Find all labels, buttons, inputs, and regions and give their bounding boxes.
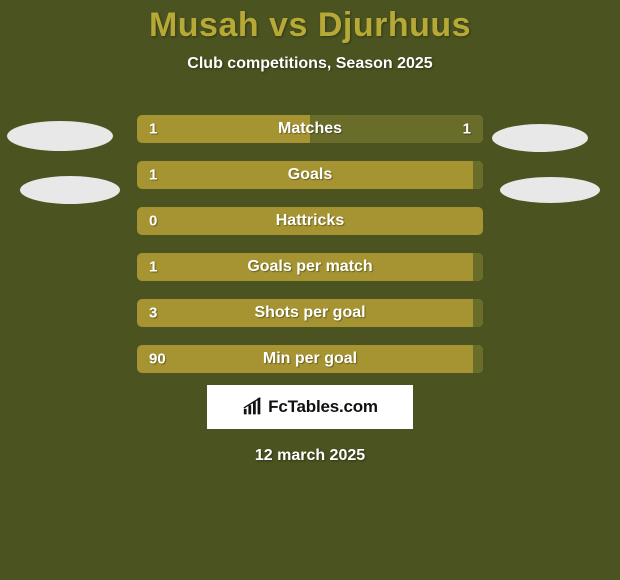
page-subtitle: Club competitions, Season 2025 xyxy=(0,55,620,73)
stat-bar-right-fill xyxy=(473,299,483,327)
stat-bar-right-fill xyxy=(473,253,483,281)
stat-left-value: 1 xyxy=(149,167,157,184)
stat-label: Shots per goal xyxy=(254,304,365,322)
stat-bar: 0 Hattricks xyxy=(137,207,483,235)
stat-left-value: 90 xyxy=(149,351,166,368)
stat-left-value: 1 xyxy=(149,259,157,276)
stat-bar: 1 Goals per match xyxy=(137,253,483,281)
stat-bar: 1 Matches 1 xyxy=(137,115,483,143)
placeholder-ellipse xyxy=(500,177,600,203)
placeholder-ellipse xyxy=(492,124,588,152)
stat-right-value: 1 xyxy=(463,121,471,138)
logo: FcTables.com xyxy=(207,385,413,429)
stat-left-value: 3 xyxy=(149,305,157,322)
stat-label: Min per goal xyxy=(263,350,357,368)
stat-bar: 3 Shots per goal xyxy=(137,299,483,327)
stat-bar: 1 Goals xyxy=(137,161,483,189)
stat-bar-right-fill xyxy=(473,345,483,373)
stat-bar-right-fill xyxy=(473,161,483,189)
infographic: Musah vs Djurhuus Club competitions, Sea… xyxy=(0,0,620,580)
stat-left-value: 0 xyxy=(149,213,157,230)
stat-label: Matches xyxy=(278,120,342,138)
page-title: Musah vs Djurhuus xyxy=(0,6,620,45)
stat-left-value: 1 xyxy=(149,121,157,138)
stat-bar: 90 Min per goal xyxy=(137,345,483,373)
stat-label: Goals per match xyxy=(247,258,372,276)
bar-chart-icon xyxy=(242,396,264,418)
stat-label: Goals xyxy=(288,166,332,184)
placeholder-ellipse xyxy=(20,176,120,204)
date: 12 march 2025 xyxy=(0,447,620,465)
stat-label: Hattricks xyxy=(276,212,344,230)
comparison-bars: 1 Matches 1 1 Goals 0 Hattricks 1 Goals per matc… xyxy=(0,115,620,373)
logo-text: FcTables.com xyxy=(268,397,378,417)
placeholder-ellipse xyxy=(7,121,113,151)
